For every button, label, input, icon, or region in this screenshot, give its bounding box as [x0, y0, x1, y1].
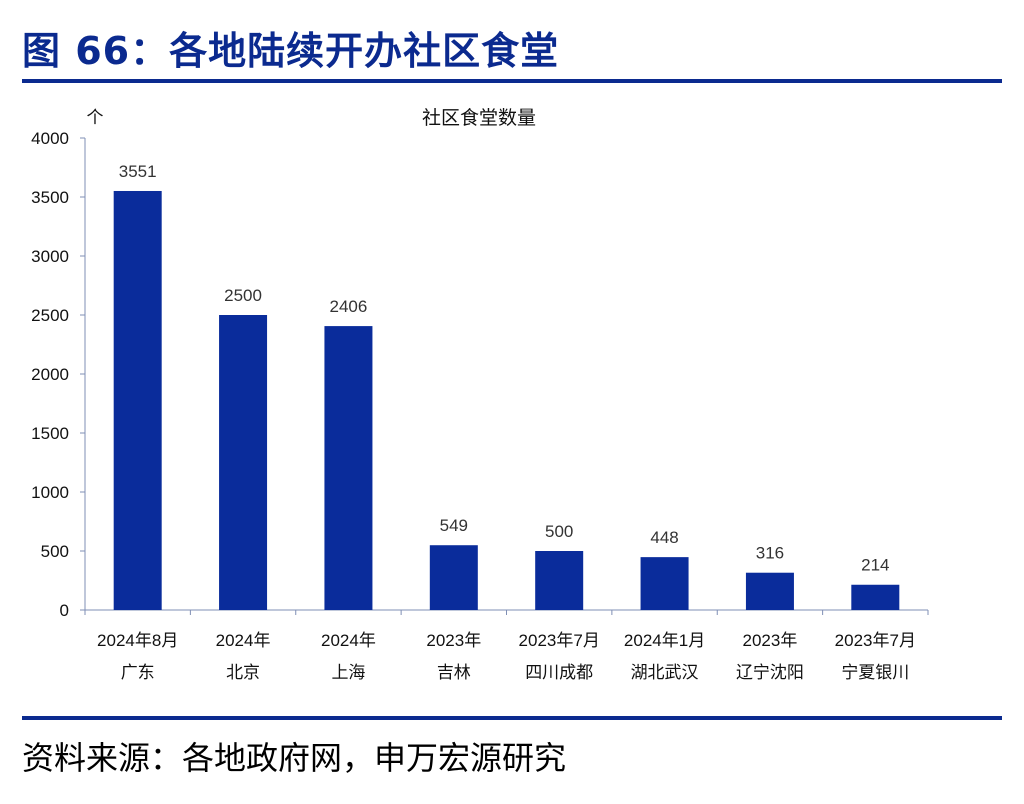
source-divider	[22, 716, 1002, 720]
y-axis-unit-label: 个	[87, 108, 104, 127]
x-category-label: 北京	[226, 663, 260, 682]
x-category-label: 2023年7月	[835, 631, 916, 650]
x-category-label: 2024年	[216, 631, 271, 650]
y-tick-label: 2000	[31, 365, 69, 384]
bar	[640, 557, 689, 610]
x-category-label: 四川成都	[525, 663, 593, 682]
bar-value-label: 214	[861, 556, 889, 575]
bar-value-label: 2406	[330, 297, 368, 316]
bar	[535, 551, 584, 610]
bar-value-label: 3551	[119, 162, 157, 181]
y-tick-label: 1500	[31, 424, 69, 443]
x-category-label: 2023年	[426, 631, 481, 650]
x-category-label: 上海	[331, 663, 365, 682]
bar-value-label: 316	[756, 544, 784, 563]
bar-value-label: 549	[440, 516, 468, 535]
x-category-label: 2024年1月	[624, 631, 705, 650]
bar	[429, 545, 478, 610]
y-tick-label: 2500	[31, 306, 69, 325]
figure-source: 资料来源：各地政府网，申万宏源研究	[22, 739, 567, 777]
y-tick-label: 0	[60, 601, 69, 620]
bar-value-label: 500	[545, 522, 573, 541]
x-category-label: 辽宁沈阳	[736, 663, 804, 682]
title-divider	[22, 79, 1002, 83]
bar	[851, 584, 900, 610]
x-category-label: 吉林	[437, 663, 471, 682]
y-tick-label: 4000	[31, 129, 69, 148]
y-tick-label: 3500	[31, 188, 69, 207]
bar-value-label: 448	[650, 528, 678, 547]
bar-chart: 社区食堂数量 个 0 500 1000 1500 2000 2500 3000 3500 4000 3…	[31, 107, 929, 682]
bar	[113, 190, 162, 610]
x-category-label: 2023年7月	[519, 631, 600, 650]
bar	[219, 315, 268, 610]
x-category-label: 广东	[121, 663, 155, 682]
x-category-label: 2023年	[743, 631, 798, 650]
x-category-label: 2024年8月	[97, 631, 178, 650]
x-category-label: 宁夏银川	[841, 663, 909, 682]
chart-title: 社区食堂数量	[422, 107, 536, 129]
y-tick-label: 3000	[31, 247, 69, 266]
bar	[745, 572, 794, 610]
bar-value-label: 2500	[224, 286, 262, 305]
bar	[324, 326, 373, 610]
x-category-label: 湖北武汉	[631, 663, 699, 682]
y-tick-label: 1000	[31, 483, 69, 502]
x-category-label: 2024年	[321, 631, 376, 650]
figure-title: 图 66：各地陆续开办社区食堂	[22, 29, 560, 73]
y-tick-label: 500	[41, 542, 69, 561]
